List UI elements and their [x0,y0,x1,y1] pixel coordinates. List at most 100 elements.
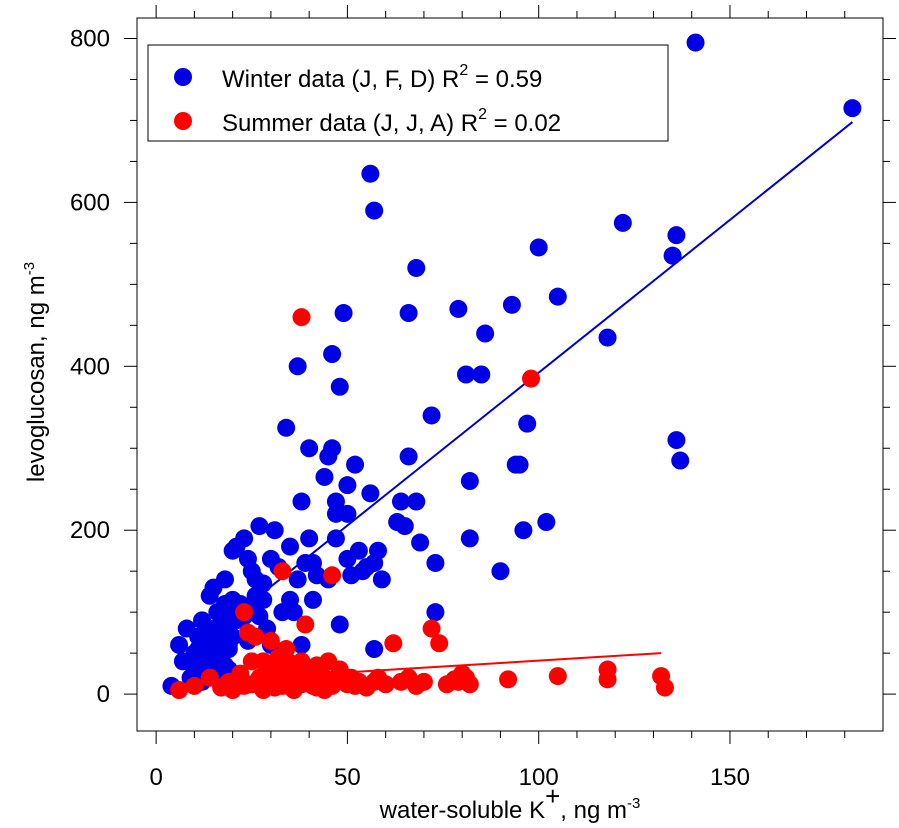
winter-point [284,603,303,622]
winter-point [323,439,342,458]
summer-point [170,681,189,700]
legend-marker-summer [174,112,192,130]
fit-lines [174,121,854,681]
winter-point [315,467,334,486]
winter-point [529,238,548,257]
legend-box [147,44,669,142]
winter-point [510,455,529,474]
legend-label-summer: Summer data (J, J, A) R2 = 0.02 [222,106,561,137]
winter-point [518,414,537,433]
summer-point [414,672,433,691]
x-tick-label: 100 [519,764,559,791]
summer-point [246,627,265,646]
summer-point [598,660,617,679]
x-tick-label: 150 [710,764,750,791]
winter-point [215,570,234,589]
winter-point [365,201,384,220]
winter-point [613,213,632,232]
winter-point [460,529,479,548]
summer-point [548,667,567,686]
y-tick-label: 200 [70,517,110,544]
winter-point [426,603,445,622]
axis-tick-labels: 0 50 100 150 0 200 400 600 800 [70,25,750,791]
winter-point [338,504,357,523]
x-axis-label: water-soluble K+, ng m-3 [379,781,641,824]
winter-point [663,246,682,265]
summer-point [460,675,479,694]
summer-point [499,670,518,689]
winter-point [537,513,556,532]
winter-point [361,484,380,503]
winter-point [334,304,353,323]
summer-point [292,308,311,327]
summer-point [384,634,403,653]
winter-point [250,517,269,536]
winter-point [365,640,384,659]
winter-point [361,164,380,183]
winter-point [449,299,468,318]
winter-point [472,365,491,384]
summer-point [655,678,674,697]
winter-point [426,553,445,572]
winter-point [399,447,418,466]
summer-point [422,619,441,638]
winter-point [288,357,307,376]
winter-point [598,328,617,347]
winter-point [303,590,322,609]
summer-point [261,631,280,650]
data-points [162,33,862,700]
winter-point [254,574,273,593]
summer-point [273,562,292,581]
summer-point [323,566,342,585]
legend-label-winter: Winter data (J, F, D) R2 = 0.59 [222,62,542,93]
summer-point [277,640,296,659]
y-tick-label: 600 [70,189,110,216]
axis-ticks [124,5,896,744]
winter-point [369,541,388,560]
winter-point [399,304,418,323]
winter-point [686,33,705,52]
winter-point [292,635,311,654]
winter-point [235,529,254,548]
winter-point [300,439,319,458]
y-tick-label: 400 [70,353,110,380]
summer-point [235,603,254,622]
legend-marker-winter [174,68,192,86]
winter-point [281,537,300,556]
winter-point [667,431,686,450]
winter-point [323,345,342,364]
winter-point [407,258,426,277]
winter-point [411,533,430,552]
winter-point [548,287,567,306]
winter-point [843,99,862,118]
winter-point [292,492,311,511]
winter-point [391,492,410,511]
winter-point [338,476,357,495]
winter-point [514,521,533,540]
winter-point [395,517,414,536]
plot-frame [136,17,884,732]
winter-point [460,472,479,491]
x-tick-label: 0 [149,764,162,791]
y-tick-label: 0 [97,681,110,708]
winter-point [502,295,521,314]
summer-point [430,634,449,653]
winter-point [277,418,296,437]
winter-point [326,492,345,511]
winter-point [667,226,686,245]
legend: Winter data (J, F, D) R2 = 0.59 Summer d… [147,44,669,142]
winter-point [491,562,510,581]
winter-point [349,541,368,560]
winter-point [170,635,189,654]
y-axis-label: levoglucosan, ng m-3 [21,262,50,482]
summer-point [376,675,395,694]
x-tick-label: 50 [334,764,361,791]
winter-point [254,590,273,609]
winter-point [476,324,495,343]
winter-point [422,406,441,425]
winter-point [223,627,242,646]
winter-point [288,570,307,589]
winter-point [265,521,284,540]
winter-point [326,529,345,548]
winter-point [330,377,349,396]
